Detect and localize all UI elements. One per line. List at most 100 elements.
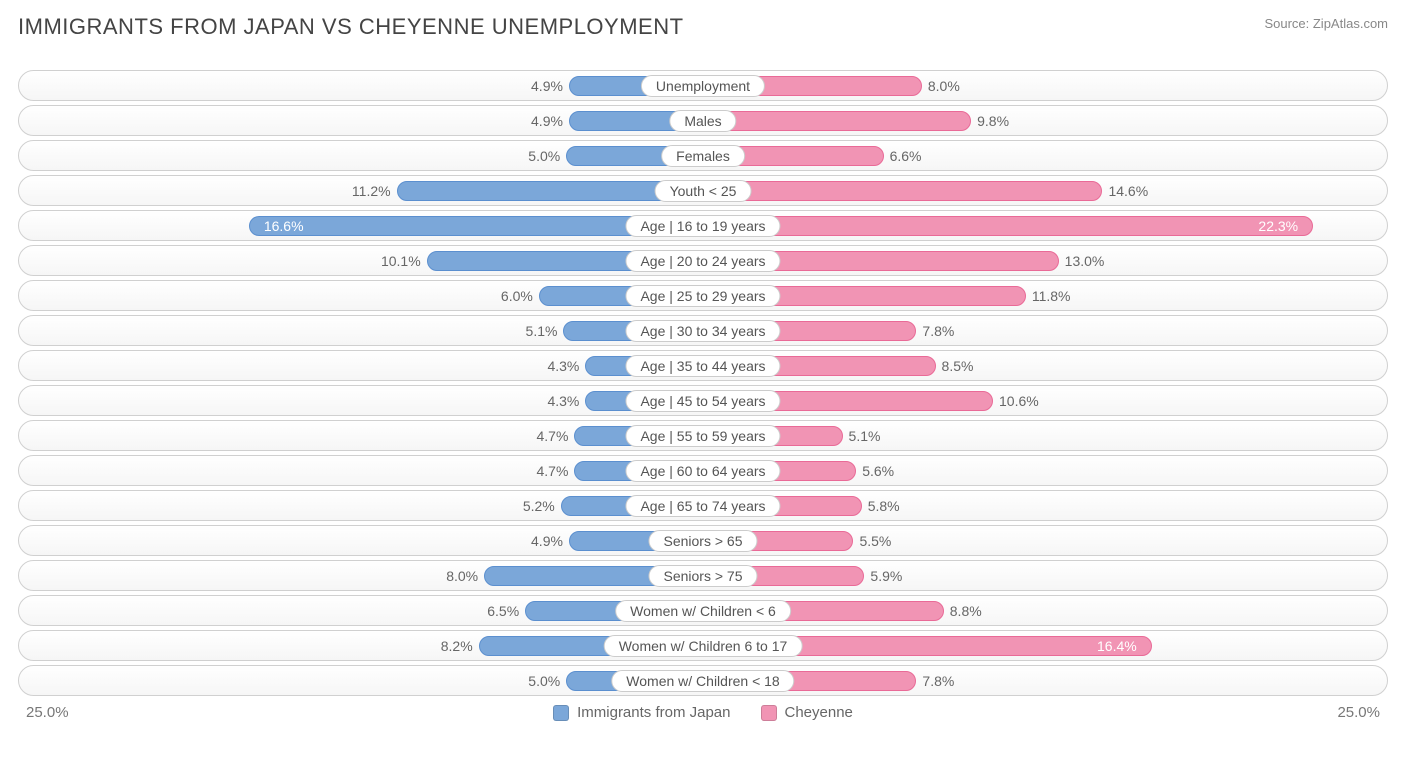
- row-right-half: 9.8%: [703, 106, 1387, 135]
- legend: Immigrants from Japan Cheyenne: [553, 704, 853, 721]
- chart-row: 6.5% 8.8% Women w/ Children < 6: [18, 595, 1388, 626]
- chart-source: Source: ZipAtlas.com: [1264, 16, 1388, 31]
- chart-row: 16.6% 22.3% Age | 16 to 19 years: [18, 210, 1388, 241]
- right-value-label: 8.0%: [922, 78, 966, 94]
- row-left-half: 4.3%: [19, 351, 703, 380]
- right-value-label: 13.0%: [1059, 253, 1111, 269]
- right-value-label: 10.6%: [993, 393, 1045, 409]
- row-left-half: 5.2%: [19, 491, 703, 520]
- left-value-label: 10.1%: [375, 253, 427, 269]
- right-value-label: 5.6%: [856, 463, 900, 479]
- legend-label-right: Cheyenne: [785, 704, 853, 721]
- chart-container: IMMIGRANTS FROM JAPAN VS CHEYENNE UNEMPL…: [0, 0, 1406, 757]
- right-value-label: 5.5%: [853, 533, 897, 549]
- left-value-label: 6.5%: [481, 603, 525, 619]
- left-value-label: 4.7%: [531, 463, 575, 479]
- right-value-label: 6.6%: [884, 148, 928, 164]
- legend-swatch-left-icon: [553, 705, 569, 721]
- chart-row: 4.3%8.5%Age | 35 to 44 years: [18, 350, 1388, 381]
- category-badge: Age | 35 to 44 years: [625, 355, 780, 377]
- row-left-half: 4.9%: [19, 526, 703, 555]
- row-right-half: 8.5%: [703, 351, 1387, 380]
- row-right-half: 13.0%: [703, 246, 1387, 275]
- left-value-label: 4.9%: [525, 78, 569, 94]
- left-value-label: 6.0%: [495, 288, 539, 304]
- category-badge: Age | 25 to 29 years: [625, 285, 780, 307]
- right-value-label: 7.8%: [916, 673, 960, 689]
- chart-footer: 25.0% Immigrants from Japan Cheyenne 25.…: [18, 704, 1388, 721]
- chart-row: 4.9%8.0%Unemployment: [18, 70, 1388, 101]
- chart-row: 4.7% 5.6% Age | 60 to 64 years: [18, 455, 1388, 486]
- row-left-half: 6.5%: [19, 596, 703, 625]
- right-value-label: 16.4%: [1091, 638, 1143, 654]
- row-right-half: 8.8%: [703, 596, 1387, 625]
- category-badge: Age | 45 to 54 years: [625, 390, 780, 412]
- left-value-label: 8.0%: [440, 568, 484, 584]
- row-right-half: 7.8%: [703, 316, 1387, 345]
- right-value-label: 9.8%: [971, 113, 1015, 129]
- left-value-label: 4.9%: [525, 113, 569, 129]
- row-left-half: 5.0%: [19, 666, 703, 695]
- chart-title: IMMIGRANTS FROM JAPAN VS CHEYENNE UNEMPL…: [18, 14, 684, 40]
- left-value-label: 5.1%: [520, 323, 564, 339]
- row-left-half: 8.2%: [19, 631, 703, 660]
- row-left-half: 4.3%: [19, 386, 703, 415]
- chart-row: 11.2% 14.6% Youth < 25: [18, 175, 1388, 206]
- row-left-half: 8.0%: [19, 561, 703, 590]
- row-right-half: 11.8%: [703, 281, 1387, 310]
- row-left-half: 11.2%: [19, 176, 703, 205]
- right-value-label: 5.8%: [862, 498, 906, 514]
- left-value-label: 16.6%: [258, 218, 310, 234]
- chart-row: 8.0%5.9%Seniors > 75: [18, 560, 1388, 591]
- row-left-half: 10.1%: [19, 246, 703, 275]
- chart-row: 5.0%6.6%Females: [18, 140, 1388, 171]
- chart-row: 10.1% 13.0% Age | 20 to 24 years: [18, 245, 1388, 276]
- row-left-half: 5.1%: [19, 316, 703, 345]
- category-badge: Age | 20 to 24 years: [625, 250, 780, 272]
- right-value-label: 8.8%: [944, 603, 988, 619]
- category-badge: Youth < 25: [655, 180, 752, 202]
- chart-row: 4.7% 5.1% Age | 55 to 59 years: [18, 420, 1388, 451]
- chart-row: 5.2%5.8%Age | 65 to 74 years: [18, 490, 1388, 521]
- category-badge: Age | 60 to 64 years: [625, 460, 780, 482]
- right-value-label: 11.8%: [1026, 288, 1077, 304]
- category-badge: Age | 55 to 59 years: [625, 425, 780, 447]
- left-value-label: 5.0%: [522, 673, 566, 689]
- right-value-label: 22.3%: [1252, 218, 1304, 234]
- right-value-label: 5.1%: [843, 428, 887, 444]
- category-badge: Women w/ Children < 6: [615, 600, 791, 622]
- right-value-label: 7.8%: [916, 323, 960, 339]
- legend-swatch-right-icon: [761, 705, 777, 721]
- row-right-half: 5.8%: [703, 491, 1387, 520]
- chart-row: 5.1% 7.8% Age | 30 to 34 years: [18, 315, 1388, 346]
- left-value-label: 4.9%: [525, 533, 569, 549]
- axis-max-left: 25.0%: [26, 704, 69, 721]
- left-value-label: 8.2%: [435, 638, 479, 654]
- category-badge: Age | 16 to 19 years: [625, 215, 780, 237]
- chart-row: 8.2%16.4%Women w/ Children 6 to 17: [18, 630, 1388, 661]
- chart-row: 6.0% 11.8% Age | 25 to 29 years: [18, 280, 1388, 311]
- row-right-half: 22.3%: [703, 211, 1387, 240]
- left-value-label: 5.2%: [517, 498, 561, 514]
- left-value-label: 5.0%: [522, 148, 566, 164]
- right-value-label: 14.6%: [1102, 183, 1154, 199]
- row-right-half: 7.8%: [703, 666, 1387, 695]
- row-left-half: 6.0%: [19, 281, 703, 310]
- right-value-label: 5.9%: [864, 568, 908, 584]
- right-bar: [703, 111, 971, 131]
- row-right-half: 5.9%: [703, 561, 1387, 590]
- row-right-half: 5.1%: [703, 421, 1387, 450]
- row-right-half: 14.6%: [703, 176, 1387, 205]
- row-right-half: 16.4%: [703, 631, 1387, 660]
- legend-item-right: Cheyenne: [761, 704, 853, 721]
- row-left-half: 4.7%: [19, 456, 703, 485]
- row-left-half: 4.7%: [19, 421, 703, 450]
- legend-label-left: Immigrants from Japan: [577, 704, 730, 721]
- category-badge: Age | 30 to 34 years: [625, 320, 780, 342]
- axis-max-right: 25.0%: [1337, 704, 1380, 721]
- row-right-half: 8.0%: [703, 71, 1387, 100]
- right-bar: 22.3%: [703, 216, 1313, 236]
- category-badge: Seniors > 65: [649, 530, 758, 552]
- chart-row: 4.3% 10.6% Age | 45 to 54 years: [18, 385, 1388, 416]
- row-left-half: 4.9%: [19, 106, 703, 135]
